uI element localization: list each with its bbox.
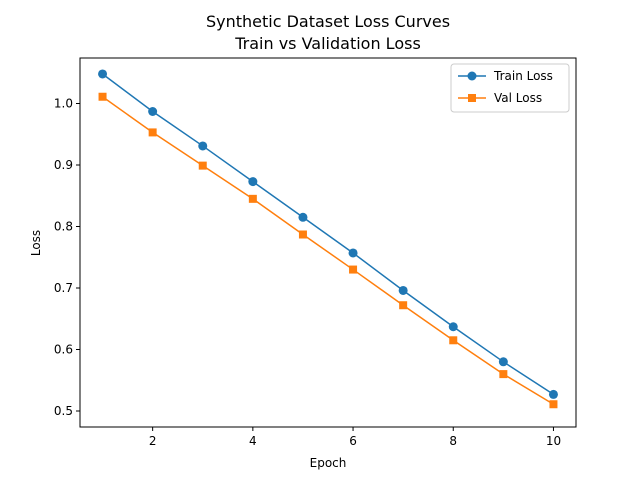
data-point-train-loss	[248, 177, 258, 187]
plot-frame	[79, 57, 577, 428]
data-point-train-loss	[548, 389, 558, 399]
x-tick-label: 2	[149, 434, 157, 448]
data-point-train-loss	[298, 212, 308, 222]
x-tick-label: 4	[249, 434, 257, 448]
data-point-val-loss	[349, 265, 358, 274]
chart-subtitle: Train vs Validation Loss	[234, 34, 421, 53]
y-tick-label: 0.8	[54, 220, 73, 234]
legend-label-train-loss: Train Loss	[493, 69, 553, 83]
x-axis: 2 4 6 8 10	[149, 427, 561, 448]
y-tick-label: 0.9	[54, 158, 73, 172]
data-point-val-loss	[298, 230, 307, 239]
data-point-train-loss	[198, 141, 208, 151]
series-line-train-loss	[102, 73, 554, 396]
y-tick-label: 0.5	[54, 404, 73, 418]
legend-marker-train-loss	[467, 71, 477, 81]
data-point-val-loss	[148, 128, 157, 137]
data-point-val-loss	[399, 301, 408, 310]
data-point-val-loss	[248, 194, 257, 203]
data-point-val-loss	[449, 336, 458, 345]
legend-label-val-loss: Val Loss	[494, 91, 542, 105]
legend-marker-val-loss	[468, 94, 476, 102]
series-line-val-loss	[102, 96, 554, 405]
y-axis-label: Loss	[29, 230, 43, 256]
data-point-train-loss	[498, 357, 508, 367]
data-point-train-loss	[398, 285, 408, 295]
data-point-val-loss	[198, 161, 207, 170]
data-point-train-loss	[448, 322, 458, 332]
data-point-train-loss	[148, 107, 158, 117]
data-point-val-loss	[499, 370, 508, 379]
data-point-val-loss	[549, 400, 558, 409]
y-tick-label: 1.0	[54, 97, 73, 111]
x-tick-label: 10	[546, 434, 561, 448]
data-point-val-loss	[98, 92, 107, 101]
plot-area	[98, 69, 558, 409]
chart-title: Synthetic Dataset Loss Curves	[206, 12, 450, 31]
y-tick-label: 0.7	[54, 281, 73, 295]
y-tick-label: 0.6	[54, 343, 73, 357]
data-point-train-loss	[98, 69, 108, 79]
x-tick-label: 8	[449, 434, 457, 448]
x-tick-label: 6	[349, 434, 357, 448]
x-axis-label: Epoch	[310, 456, 347, 470]
legend: Train Loss Val Loss	[450, 63, 570, 113]
y-axis: 0.5 0.6 0.7 0.8 0.9 1.0	[54, 97, 80, 418]
data-point-train-loss	[348, 248, 358, 258]
